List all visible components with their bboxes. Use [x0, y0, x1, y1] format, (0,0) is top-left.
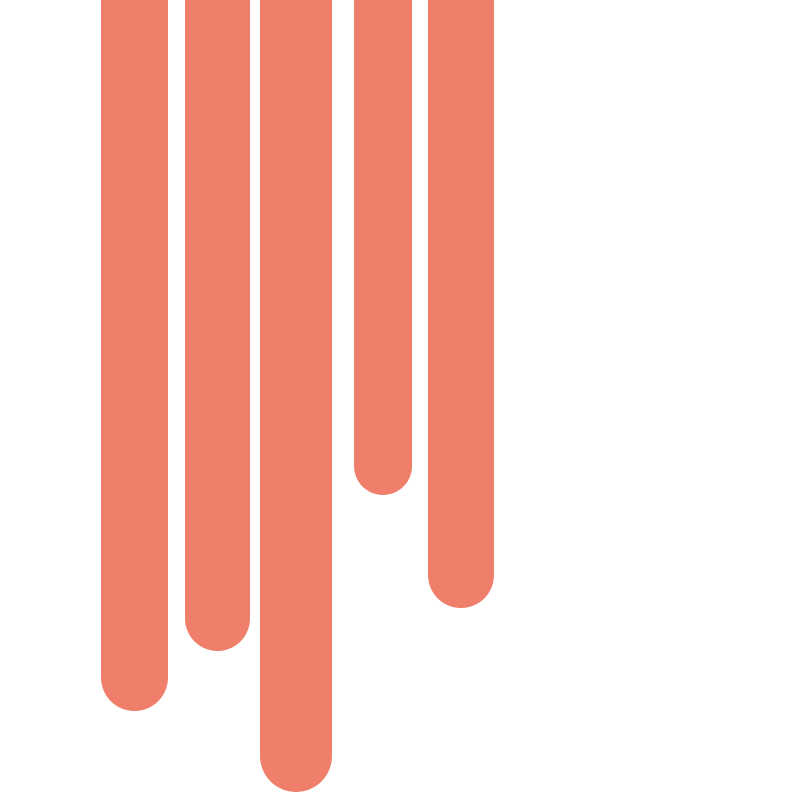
drip-bar-3 — [260, 0, 332, 792]
drip-bar-5 — [428, 0, 494, 608]
drip-bar-1 — [101, 0, 168, 711]
drip-bar-2 — [185, 0, 250, 651]
drip-bar-4 — [354, 0, 412, 495]
